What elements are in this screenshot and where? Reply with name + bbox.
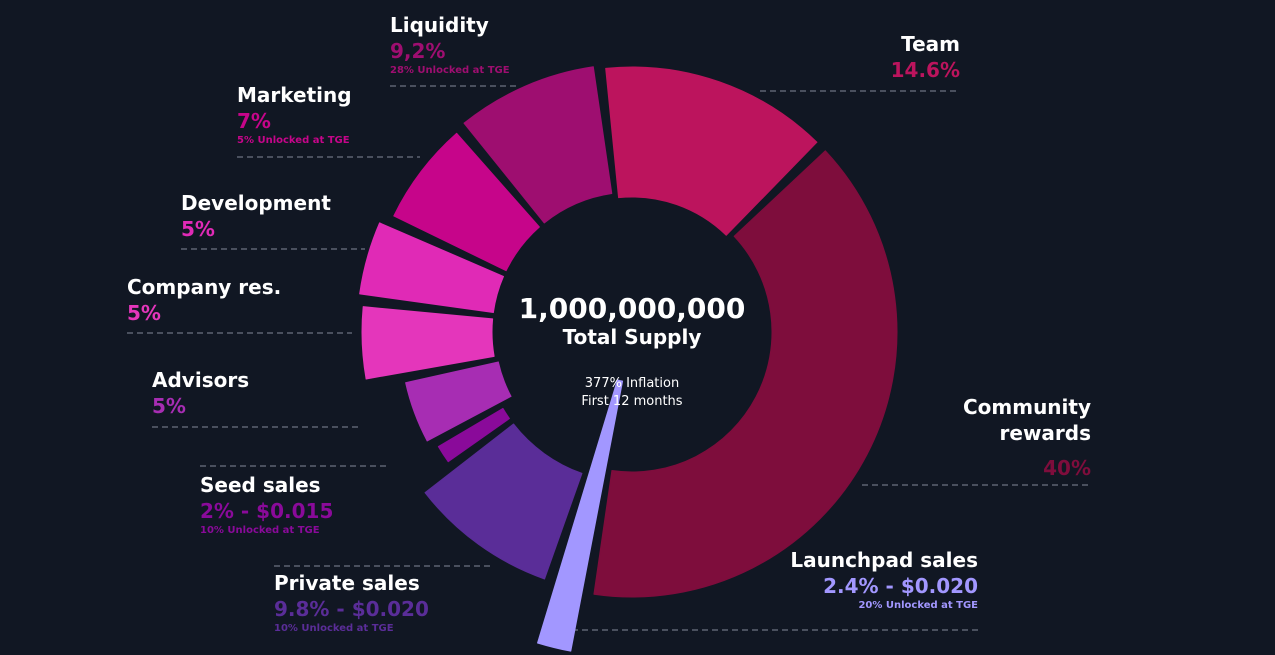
slice-company <box>361 306 495 380</box>
label-development: Development 5% <box>181 190 331 242</box>
slice-liquidity <box>463 66 613 224</box>
label-company-pct: 5% <box>127 301 161 325</box>
label-seed-name: Seed sales <box>200 473 321 497</box>
slice-marketing <box>393 132 540 272</box>
label-liquidity-name: Liquidity <box>390 13 489 37</box>
slice-community <box>593 150 898 598</box>
slice-team <box>605 66 818 236</box>
label-liquidity-note: 28% Unlocked at TGE <box>390 65 510 76</box>
slice-seed <box>437 407 510 463</box>
slice-advisors <box>405 361 512 442</box>
slice-private <box>424 423 583 580</box>
label-team-pct: 14.6% <box>890 58 960 82</box>
label-liquidity-pct: 9,2% <box>390 39 446 63</box>
total-supply-amount: 1,000,000,000 <box>518 292 746 325</box>
label-launchpad-note: 20% Unlocked at TGE <box>858 600 978 611</box>
label-seed-note: 10% Unlocked at TGE <box>200 525 320 536</box>
label-seed: Seed sales 2% - $0.015 10% Unlocked at T… <box>200 472 333 537</box>
label-advisors-name: Advisors <box>152 368 250 392</box>
label-marketing-note: 5% Unlocked at TGE <box>237 135 350 146</box>
label-launchpad: Launchpad sales 2.4% - $0.020 20% Unlock… <box>790 547 978 612</box>
slice-launchpad <box>537 379 624 652</box>
label-team: Team 14.6% <box>891 31 960 83</box>
label-team-name: Team <box>901 32 960 56</box>
label-development-pct: 5% <box>181 217 215 241</box>
label-private-name: Private sales <box>274 571 420 595</box>
label-company-name: Company res. <box>127 275 282 299</box>
label-marketing-pct: 7% <box>237 109 271 133</box>
inflation-rate: 377% Inflation <box>584 376 680 391</box>
label-marketing: Marketing 7% 5% Unlocked at TGE <box>237 82 352 147</box>
label-launchpad-pct: 2.4% - $0.020 <box>823 574 978 598</box>
label-liquidity: Liquidity 9,2% 28% Unlocked at TGE <box>390 12 510 77</box>
label-community-name-2: rewards <box>999 421 1091 445</box>
label-seed-pct: 2% - $0.015 <box>200 499 334 523</box>
label-private-note: 10% Unlocked at TGE <box>274 623 394 634</box>
label-launchpad-name: Launchpad sales <box>790 548 978 572</box>
total-supply-title: Total Supply <box>562 325 702 349</box>
label-advisors: Advisors 5% <box>152 367 249 419</box>
label-advisors-pct: 5% <box>152 394 186 418</box>
label-community-name-1: Community <box>962 395 1091 419</box>
label-private-pct: 9.8% - $0.020 <box>274 597 429 621</box>
slice-development <box>359 222 504 314</box>
inflation-period: First 12 months <box>581 394 683 409</box>
label-community: Community rewards 40% <box>963 394 1091 481</box>
label-development-name: Development <box>181 191 331 215</box>
label-marketing-name: Marketing <box>237 83 352 107</box>
label-private: Private sales 9.8% - $0.020 10% Unlocked… <box>274 570 429 635</box>
label-community-pct: 40% <box>1043 456 1091 480</box>
label-company: Company res. 5% <box>127 274 281 326</box>
